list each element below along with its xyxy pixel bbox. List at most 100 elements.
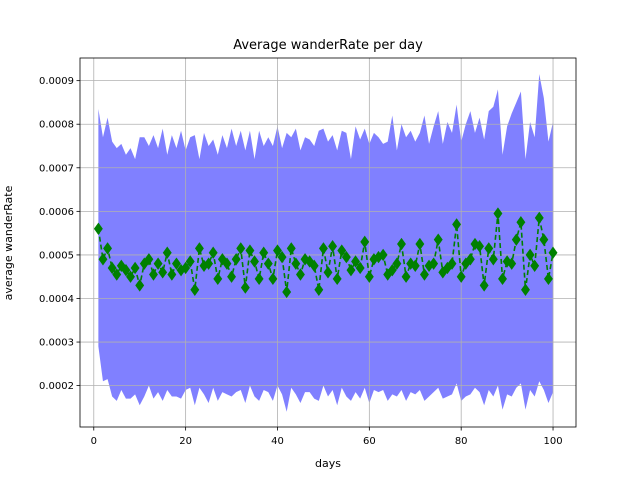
data-point-marker xyxy=(144,253,154,266)
data-point-marker xyxy=(112,268,122,281)
data-point-marker xyxy=(227,270,237,283)
data-point-marker xyxy=(181,261,191,275)
y-tick-label: 0.0009 xyxy=(39,76,74,87)
data-point-marker xyxy=(130,261,140,275)
data-point-marker xyxy=(98,253,108,266)
data-point-marker xyxy=(456,270,466,283)
data-point-marker xyxy=(364,270,374,283)
x-tick-label: 100 xyxy=(543,436,562,447)
y-tick-label: 0.0007 xyxy=(39,163,74,174)
chart-title: Average wanderRate per day xyxy=(233,38,423,53)
data-point-marker xyxy=(465,253,475,266)
data-point-marker xyxy=(397,237,406,251)
data-point-marker xyxy=(135,279,145,292)
x-tick-label: 80 xyxy=(455,436,468,447)
data-point-marker xyxy=(190,283,200,296)
y-tick-label: 0.0003 xyxy=(39,338,74,349)
x-tick-label: 0 xyxy=(91,436,97,447)
data-point-marker xyxy=(332,272,342,286)
data-point-marker xyxy=(204,257,214,270)
x-tick-label: 60 xyxy=(363,436,376,447)
data-point-marker xyxy=(126,270,135,283)
data-point-marker xyxy=(493,207,503,220)
data-point-marker xyxy=(208,246,218,259)
data-point-marker xyxy=(452,218,462,231)
data-point-marker xyxy=(419,268,429,281)
y-axis-label: average wanderRate xyxy=(2,185,15,300)
data-point-marker xyxy=(250,255,259,268)
data-point-marker xyxy=(539,233,549,246)
data-point-marker xyxy=(245,244,255,257)
x-axis-label: days xyxy=(315,457,341,470)
y-axis: 0.0002 0.0003 0.0004 0.0005 0.0006 0.0007 0.00… xyxy=(39,76,80,392)
data-point-marker xyxy=(511,233,521,246)
data-point-marker xyxy=(521,283,530,296)
data-point-marker xyxy=(387,263,397,277)
data-point-marker xyxy=(392,257,402,270)
data-point-marker xyxy=(516,216,526,229)
data-point-marker xyxy=(263,257,273,270)
plot-frame xyxy=(79,57,577,428)
y-tick-label: 0.0006 xyxy=(39,207,74,218)
x-tick-label: 40 xyxy=(271,436,284,447)
data-point-marker xyxy=(121,263,131,277)
marker-layer xyxy=(93,207,558,299)
data-point-marker xyxy=(479,279,489,292)
data-point-marker xyxy=(282,285,292,299)
data-point-marker xyxy=(360,235,370,249)
data-point-marker xyxy=(116,259,126,272)
grid-layer xyxy=(80,58,576,427)
data-point-marker xyxy=(295,268,305,281)
data-point-marker xyxy=(153,257,163,270)
y-tick-label: 0.0004 xyxy=(39,294,74,305)
data-point-marker xyxy=(341,250,351,264)
data-point-marker xyxy=(318,242,328,255)
data-point-marker xyxy=(309,259,319,272)
std-band-layer xyxy=(98,74,554,412)
data-point-marker xyxy=(351,255,361,268)
data-point-marker xyxy=(167,268,177,281)
data-point-marker xyxy=(346,263,356,277)
data-point-marker xyxy=(433,233,443,246)
data-point-marker xyxy=(213,272,223,286)
data-point-marker xyxy=(378,248,388,262)
data-point-marker xyxy=(286,242,296,255)
data-point-marker xyxy=(410,259,420,272)
data-point-marker xyxy=(149,268,158,281)
data-point-marker xyxy=(475,240,485,253)
data-point-marker xyxy=(240,281,250,294)
data-point-marker xyxy=(328,240,338,253)
x-axis: 0 20 40 60 80 100 xyxy=(91,427,563,447)
data-point-marker xyxy=(158,266,168,279)
data-point-marker xyxy=(530,259,540,272)
data-point-marker xyxy=(162,246,172,259)
data-point-marker xyxy=(254,272,264,286)
data-point-marker xyxy=(314,283,324,296)
data-point-marker xyxy=(447,257,457,270)
y-tick-label: 0.0008 xyxy=(39,120,74,131)
data-point-marker xyxy=(355,261,365,275)
data-point-marker xyxy=(185,255,195,268)
data-point-marker xyxy=(268,272,278,286)
data-point-marker xyxy=(194,242,204,255)
data-point-marker xyxy=(337,244,347,257)
data-point-marker xyxy=(401,270,411,283)
y-tick-label: 0.0002 xyxy=(39,381,74,392)
data-point-marker xyxy=(222,257,232,270)
data-point-marker xyxy=(534,211,544,225)
data-point-marker xyxy=(259,246,269,259)
axes-frame xyxy=(79,57,577,428)
data-point-marker xyxy=(93,222,103,235)
data-point-marker xyxy=(507,257,517,270)
data-point-marker xyxy=(236,242,246,255)
x-tick-label: 20 xyxy=(179,436,192,447)
data-point-marker xyxy=(323,266,333,279)
data-point-marker xyxy=(548,246,558,259)
data-point-marker xyxy=(502,255,512,268)
data-point-marker xyxy=(415,237,425,251)
data-point-marker xyxy=(498,272,507,286)
data-point-marker xyxy=(171,257,181,270)
data-point-marker xyxy=(231,253,241,266)
data-point-marker xyxy=(291,257,301,270)
data-point-marker xyxy=(543,272,553,286)
